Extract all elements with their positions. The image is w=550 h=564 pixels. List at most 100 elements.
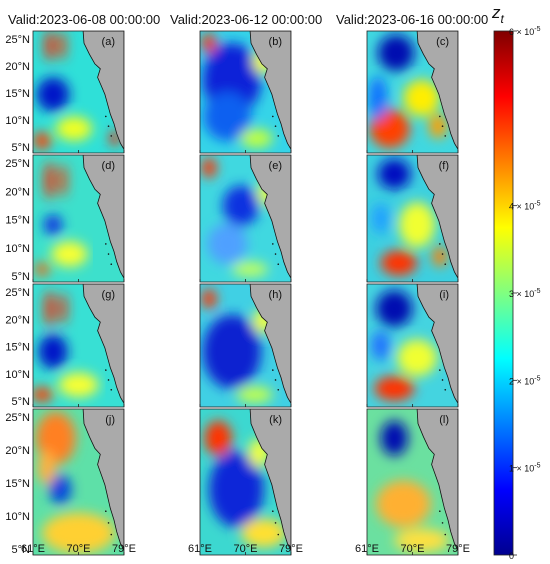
lat-tick-label: 15°N: [5, 478, 30, 490]
field-feature: [34, 262, 50, 276]
island-dot: [107, 253, 110, 255]
land-mask: [82, 155, 124, 282]
island-dot: [107, 125, 110, 127]
field-feature: [201, 288, 217, 309]
field-feature: [58, 372, 99, 398]
column-header-2: Valid:2023-06-12 00:00:00: [170, 12, 322, 27]
island-dot: [272, 510, 274, 512]
field-layer: [33, 31, 124, 153]
map-panel: (l): [366, 408, 459, 556]
latitude-tick-labels: 25°N 20°N 15°N 10°N 5°N 25°N 20°N 15°N 10°N 5°N 25…: [5, 34, 30, 556]
land-mask: [249, 409, 291, 555]
lat-tick-label: 10°N: [5, 369, 30, 381]
field-features: [371, 158, 448, 276]
colorbar-tick-label: 4 × 10-5: [509, 201, 541, 212]
land-mask: [416, 409, 458, 555]
field-feature: [203, 92, 251, 141]
field-feature: [51, 241, 88, 267]
panel-label: (f): [439, 160, 449, 172]
lat-tick-label: 25°N: [5, 158, 30, 170]
field-features: [33, 290, 99, 403]
colorbar: zt 6 × 10-5 4 × 10-5 3 × 10-5 2 × 10-5 1 × 1…: [491, 3, 541, 561]
field-feature: [209, 451, 264, 528]
island-dot: [105, 243, 107, 245]
land-mask: [82, 409, 124, 555]
field-feature: [380, 420, 408, 456]
field-feature: [394, 528, 449, 553]
field-feature: [240, 518, 287, 548]
colorbar-ticks: 6 × 10-5 4 × 10-5 3 × 10-5 2 × 10-5 1 × 10-5…: [509, 26, 541, 561]
map-panel: (i): [366, 283, 459, 408]
field-feature: [432, 246, 448, 267]
lat-tick-label: 10°N: [5, 115, 30, 127]
field-feature: [428, 113, 448, 139]
island-dot: [105, 369, 107, 371]
field-features: [34, 161, 88, 276]
field-feature: [207, 223, 248, 265]
panel-label: (a): [102, 36, 115, 48]
field-feature: [397, 339, 438, 377]
field-feature: [59, 163, 67, 197]
lon-tick-label: 79°E: [279, 543, 303, 555]
lat-tick-label: 25°N: [5, 287, 30, 299]
island-dot: [107, 379, 110, 381]
panel-label: (b): [269, 36, 282, 48]
column-header-1: Valid:2023-06-08 00:00:00: [8, 12, 160, 27]
colorbar-tick-label: 2 × 10-5: [509, 375, 541, 386]
field-feature: [374, 376, 415, 401]
field-feature: [398, 201, 436, 248]
land-mask: [82, 284, 124, 407]
land-mask: [249, 284, 291, 407]
field-feature: [371, 330, 390, 361]
panel-label: (k): [269, 414, 282, 426]
lat-tick-label: 5°N: [12, 544, 31, 556]
field-feature: [59, 292, 67, 325]
field-layer: [367, 155, 458, 282]
field-feature: [44, 161, 54, 200]
panel-label: (i): [439, 289, 449, 301]
colorbar-tick-label: 0: [509, 551, 514, 561]
island-dot: [107, 522, 110, 524]
field-feature: [33, 387, 54, 403]
field-layer: [200, 409, 291, 555]
field-feature: [201, 33, 217, 53]
island-dot: [110, 388, 113, 391]
column-headers: Valid:2023-06-08 00:00:00 Valid:2023-06-…: [8, 12, 488, 27]
lat-tick-label: 20°N: [5, 186, 30, 198]
longitude-tick-labels: 61°E 70°E 79°E 61°E 70°E 79°E 61°E 70°E 79°E: [21, 543, 470, 555]
island-dot: [439, 115, 441, 118]
field-feature: [204, 420, 232, 456]
field-features: [376, 420, 449, 553]
field-layer: [33, 284, 124, 407]
lon-tick-label: 79°E: [112, 543, 136, 555]
field-layer: [200, 284, 291, 407]
lat-tick-label: 10°N: [5, 511, 30, 523]
field-layer: [33, 409, 124, 555]
field-layer: [200, 31, 291, 153]
colorbar-title: zt: [491, 3, 505, 26]
island-dot: [274, 125, 277, 127]
island-dot: [272, 369, 274, 371]
panel-label: (l): [439, 414, 449, 426]
panel-label: (g): [102, 289, 115, 301]
land-mask: [416, 155, 458, 282]
field-feature: [231, 261, 269, 277]
map-panel: (j): [32, 408, 125, 556]
map-panel: (f): [366, 154, 459, 283]
panel-label: (h): [269, 289, 282, 301]
field-feature: [240, 128, 273, 149]
field-feature: [43, 214, 63, 236]
island-dot: [439, 369, 441, 371]
island-dot: [441, 379, 444, 381]
island-dot: [444, 388, 447, 391]
island-dot: [441, 125, 444, 127]
island-dot: [272, 243, 274, 245]
island-dot: [444, 263, 447, 266]
field-feature: [377, 158, 411, 190]
map-panel: (c): [366, 30, 459, 154]
lat-tick-label: 5°N: [12, 142, 31, 154]
colorbar-tick-label: 6 × 10-5: [509, 26, 541, 37]
island-dot: [105, 115, 107, 118]
land-mask: [249, 31, 291, 153]
island-dot: [439, 510, 441, 512]
